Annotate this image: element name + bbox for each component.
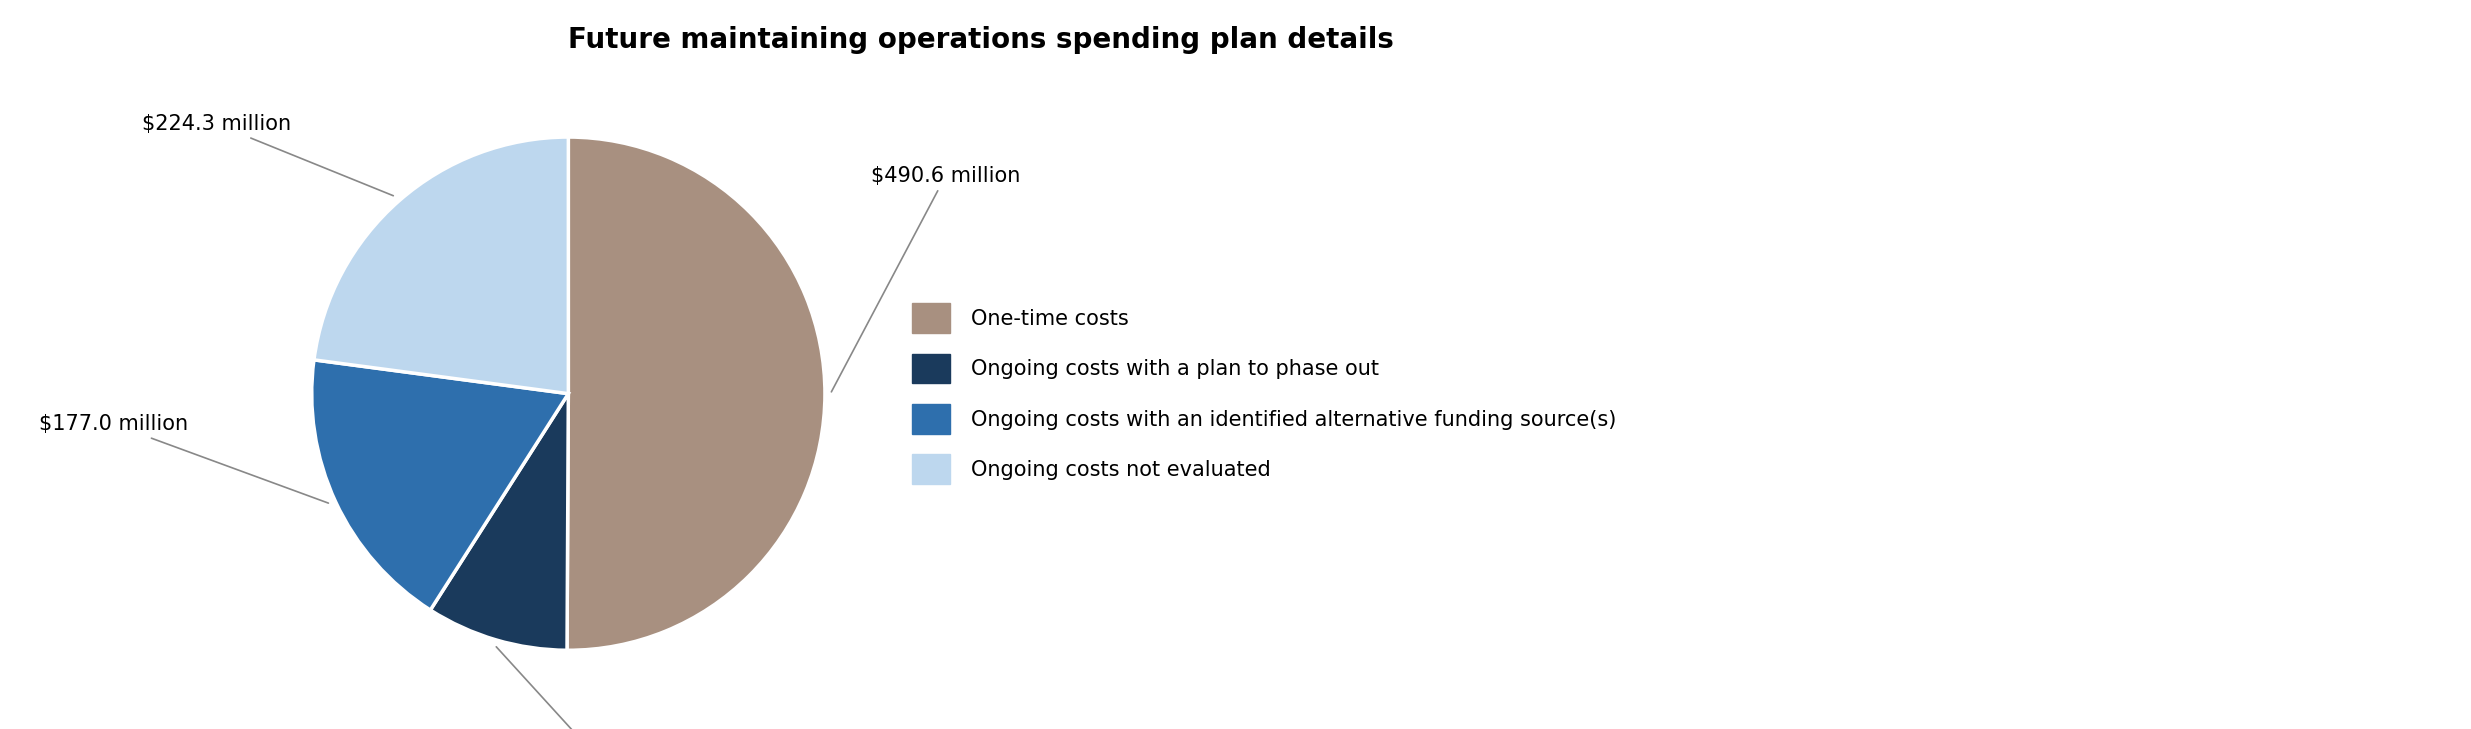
Wedge shape [314, 137, 568, 394]
Text: $224.3 million: $224.3 million [141, 114, 393, 195]
Wedge shape [430, 394, 568, 650]
Legend: One-time costs, Ongoing costs with a plan to phase out, Ongoing costs with an id: One-time costs, Ongoing costs with a pla… [912, 303, 1616, 484]
Text: Future maintaining operations spending plan details: Future maintaining operations spending p… [568, 26, 1394, 54]
Wedge shape [311, 360, 568, 610]
Text: $87.7 million: $87.7 million [497, 647, 665, 729]
Wedge shape [566, 137, 825, 650]
Text: $490.6 million: $490.6 million [830, 165, 1021, 392]
Text: $177.0 million: $177.0 million [40, 415, 329, 503]
